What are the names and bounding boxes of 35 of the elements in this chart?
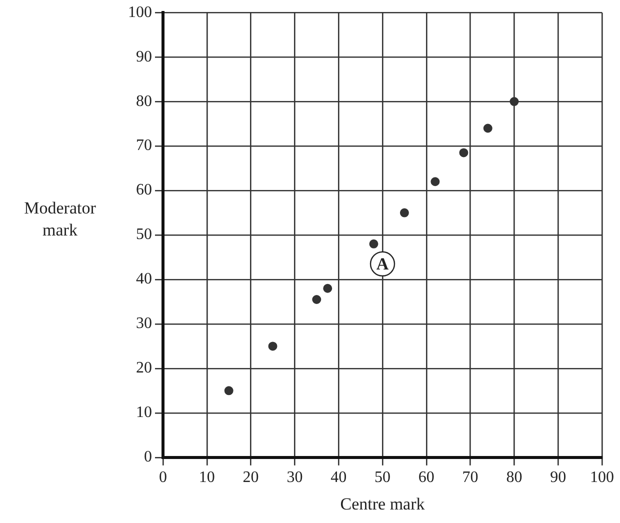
x-tick-label: 60	[418, 469, 434, 486]
x-axis-title: Centre mark	[340, 494, 426, 514]
y-tick-label: 0	[144, 448, 152, 466]
x-tick-label: 40	[330, 469, 347, 486]
x-tick-label: 30	[286, 469, 303, 486]
point	[483, 124, 492, 133]
point	[459, 148, 468, 158]
point	[224, 386, 234, 396]
x-tick-label: 100	[590, 469, 614, 486]
x-tick-label: 80	[506, 469, 522, 486]
y-tick-label: 40	[136, 270, 152, 288]
x-tick-label: 70	[462, 469, 478, 486]
x-tick-label: 20	[242, 469, 259, 486]
point	[400, 208, 409, 218]
x-tick-label: 50	[374, 469, 390, 486]
x-tick-label: 90	[550, 469, 566, 486]
point	[510, 97, 519, 106]
y-tick-label: 70	[136, 137, 152, 154]
y-tick-label: 100	[128, 4, 152, 21]
y-tick-label: 60	[136, 182, 152, 199]
y-tick-label: 20	[136, 360, 152, 377]
point	[268, 342, 278, 351]
annotation: A	[376, 254, 390, 274]
y-axis-title: Moderator mark	[24, 198, 96, 240]
y-tick-label: 80	[136, 92, 152, 110]
x-tick-label: 10	[198, 469, 215, 486]
x-tick-label: 0	[159, 469, 167, 486]
y-tick-label: 30	[136, 315, 152, 332]
point	[323, 284, 332, 293]
y-tick-label: 10	[136, 404, 152, 422]
y-tick-label: 90	[136, 48, 152, 66]
point	[369, 239, 378, 248]
point	[430, 177, 440, 186]
y-tick-label: 50	[136, 226, 152, 244]
point	[312, 294, 322, 304]
